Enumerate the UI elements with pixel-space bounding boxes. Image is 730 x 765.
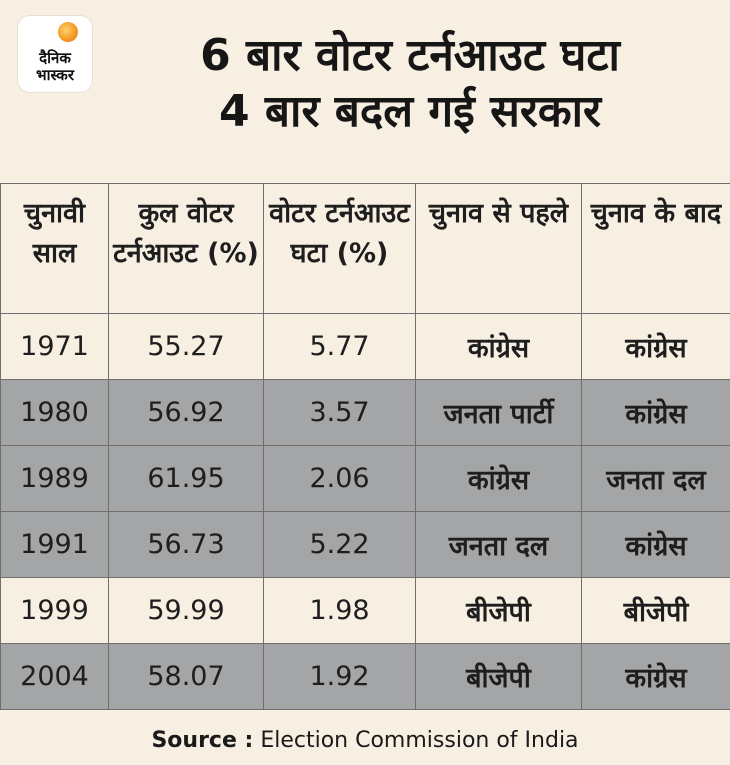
before-party-cell: जनता पार्टी xyxy=(415,379,582,446)
header-before-election: चुनाव से पहले xyxy=(415,183,582,314)
year-cell: 1980 xyxy=(0,379,109,446)
after-party-cell: जनता दल xyxy=(581,445,730,512)
turnout-cell: 55.27 xyxy=(108,313,264,380)
before-party-cell: कांग्रेस xyxy=(415,313,582,380)
table-row: 2004 58.07 1.92 बीजेपी कांग्रेस xyxy=(0,643,730,710)
logo-text-line1: दैनिक xyxy=(39,49,71,67)
table-row: 1980 56.92 3.57 जनता पार्टी कांग्रेस xyxy=(0,379,730,446)
election-turnout-table: चुनावी साल कुल वोटर टर्नआउट (%) वोटर टर्… xyxy=(0,183,730,710)
table-row: 1999 59.99 1.98 बीजेपी बीजेपी xyxy=(0,577,730,644)
drop-cell: 2.06 xyxy=(263,445,416,512)
source-note: Source : Election Commission of India xyxy=(0,728,730,753)
header-turnout-drop: वोटर टर्नआउट घटा (%) xyxy=(263,183,416,314)
after-party-cell: कांग्रेस xyxy=(581,643,730,710)
table-row: 1971 55.27 5.77 कांग्रेस कांग्रेस xyxy=(0,313,730,380)
title-line-1: 6 बार वोटर टर्नआउट घटा xyxy=(200,30,620,81)
year-cell: 1971 xyxy=(0,313,109,380)
before-party-cell: जनता दल xyxy=(415,511,582,578)
turnout-cell: 59.99 xyxy=(108,577,264,644)
drop-cell: 1.98 xyxy=(263,577,416,644)
turnout-cell: 61.95 xyxy=(108,445,264,512)
table-row: 1991 56.73 5.22 जनता दल कांग्रेस xyxy=(0,511,730,578)
header-election-year: चुनावी साल xyxy=(0,183,109,314)
turnout-cell: 58.07 xyxy=(108,643,264,710)
drop-cell: 1.92 xyxy=(263,643,416,710)
header-after-election: चुनाव के बाद xyxy=(581,183,730,314)
before-party-cell: बीजेपी xyxy=(415,643,582,710)
title-line-2: 4 बार बदल गई सरकार xyxy=(218,86,602,137)
header-total-turnout: कुल वोटर टर्नआउट (%) xyxy=(108,183,264,314)
table-row: 1989 61.95 2.06 कांग्रेस जनता दल xyxy=(0,445,730,512)
year-cell: 1989 xyxy=(0,445,109,512)
logo-text-line2: भास्कर xyxy=(36,66,74,84)
after-party-cell: कांग्रेस xyxy=(581,313,730,380)
turnout-cell: 56.92 xyxy=(108,379,264,446)
drop-cell: 5.77 xyxy=(263,313,416,380)
before-party-cell: बीजेपी xyxy=(415,577,582,644)
after-party-cell: कांग्रेस xyxy=(581,511,730,578)
source-text: Election Commission of India xyxy=(253,728,579,753)
drop-cell: 5.22 xyxy=(263,511,416,578)
sun-icon xyxy=(58,22,78,42)
source-label: Source : xyxy=(151,728,254,753)
turnout-cell: 56.73 xyxy=(108,511,264,578)
year-cell: 2004 xyxy=(0,643,109,710)
drop-cell: 3.57 xyxy=(263,379,416,446)
page-title: 6 बार वोटर टर्नआउट घटा 4 बार बदल गई सरका… xyxy=(100,28,720,140)
before-party-cell: कांग्रेस xyxy=(415,445,582,512)
year-cell: 1991 xyxy=(0,511,109,578)
table-header-row: चुनावी साल कुल वोटर टर्नआउट (%) वोटर टर्… xyxy=(0,183,730,314)
year-cell: 1999 xyxy=(0,577,109,644)
after-party-cell: कांग्रेस xyxy=(581,379,730,446)
dainik-bhaskar-logo: दैनिक भास्कर xyxy=(18,16,92,92)
after-party-cell: बीजेपी xyxy=(581,577,730,644)
